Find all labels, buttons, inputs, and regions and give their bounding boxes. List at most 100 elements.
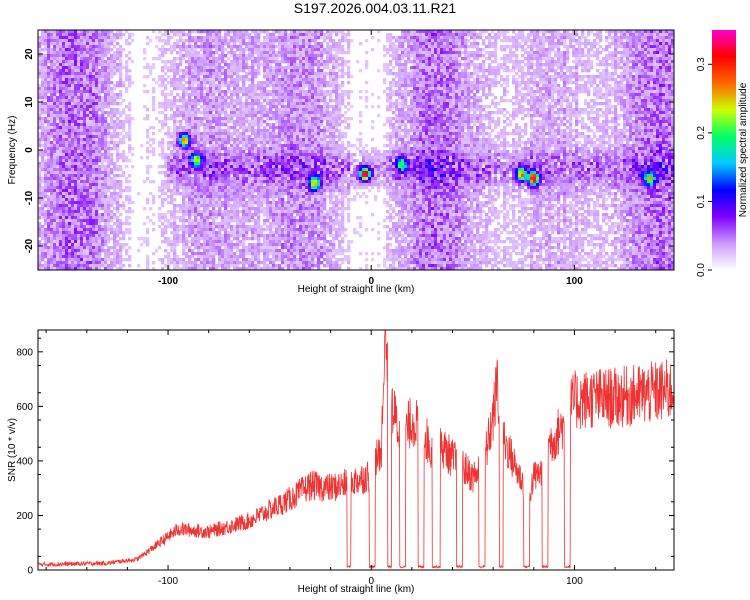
heatmap-cell bbox=[536, 30, 540, 34]
heatmap-cell bbox=[482, 30, 486, 34]
heatmap-cell bbox=[164, 48, 168, 52]
heatmap-cell bbox=[530, 66, 534, 70]
heatmap-cell bbox=[641, 114, 645, 118]
heatmap-cell bbox=[560, 102, 564, 106]
heatmap-cell bbox=[620, 39, 624, 43]
heatmap-cell bbox=[668, 111, 672, 115]
heatmap-cell bbox=[68, 63, 72, 67]
heatmap-cell bbox=[113, 87, 117, 91]
heatmap-cell bbox=[308, 96, 312, 100]
heatmap-cell bbox=[653, 102, 657, 106]
heatmap-cell bbox=[149, 66, 153, 70]
heatmap-cell bbox=[305, 114, 309, 118]
heatmap-cell bbox=[290, 60, 294, 64]
heatmap-cell bbox=[596, 90, 600, 94]
heatmap-cell bbox=[572, 90, 576, 94]
heatmap-cell bbox=[545, 54, 549, 58]
heatmap-cell bbox=[197, 75, 201, 79]
heatmap-cell bbox=[224, 105, 228, 109]
heatmap-cell bbox=[635, 117, 639, 121]
heatmap-cell bbox=[632, 69, 636, 73]
heatmap-cell bbox=[494, 111, 498, 115]
heatmap-cell bbox=[542, 54, 546, 58]
heatmap-cell bbox=[350, 75, 354, 79]
heatmap-cell bbox=[548, 42, 552, 46]
heatmap-cell bbox=[455, 84, 459, 88]
heatmap-cell bbox=[89, 111, 93, 115]
heatmap-cell bbox=[233, 111, 237, 115]
heatmap-cell bbox=[614, 117, 618, 121]
heatmap-cell bbox=[308, 45, 312, 49]
heatmap-cell bbox=[320, 111, 324, 115]
heatmap-cell bbox=[209, 87, 213, 91]
heatmap-cell bbox=[182, 99, 186, 103]
heatmap-cell bbox=[524, 108, 528, 112]
heatmap-cell bbox=[551, 60, 555, 64]
heatmap-cell bbox=[323, 108, 327, 112]
heatmap-cell bbox=[317, 45, 321, 49]
heatmap-cell bbox=[485, 78, 489, 82]
heatmap-cell bbox=[218, 60, 222, 64]
heatmap-cell bbox=[629, 72, 633, 76]
heatmap-cell bbox=[203, 57, 207, 61]
heatmap-cell bbox=[323, 99, 327, 103]
heatmap-cell bbox=[230, 117, 234, 121]
heatmap-cell bbox=[170, 84, 174, 88]
heatmap-cell bbox=[611, 117, 615, 121]
heatmap-cell bbox=[332, 54, 336, 58]
heatmap-cell bbox=[104, 78, 108, 82]
heatmap-cell bbox=[116, 111, 120, 115]
heatmap-cell bbox=[80, 102, 84, 106]
heatmap-cell bbox=[410, 93, 414, 97]
heatmap-cell bbox=[464, 63, 468, 67]
heatmap-cell bbox=[314, 84, 318, 88]
heatmap-cell bbox=[563, 75, 567, 79]
heatmap-cell bbox=[521, 78, 525, 82]
heatmap-cell bbox=[572, 60, 576, 64]
heatmap-cell bbox=[659, 75, 663, 79]
heatmap-cell bbox=[410, 36, 414, 40]
heatmap-cell bbox=[533, 30, 537, 34]
heatmap-cell bbox=[659, 93, 663, 97]
heatmap-cells bbox=[38, 30, 674, 270]
heatmap-cell bbox=[164, 51, 168, 55]
heatmap-cell bbox=[614, 66, 618, 70]
heatmap-cell bbox=[533, 45, 537, 49]
heatmap-cell bbox=[371, 93, 375, 97]
heatmap-cell bbox=[179, 84, 183, 88]
heatmap-cell bbox=[650, 39, 654, 43]
heatmap-cell bbox=[296, 54, 300, 58]
heatmap-cell bbox=[53, 84, 57, 88]
heatmap-cell bbox=[527, 81, 531, 85]
heatmap-cell bbox=[548, 78, 552, 82]
heatmap-cell bbox=[77, 54, 81, 58]
heatmap-cell bbox=[314, 102, 318, 106]
heatmap-cell bbox=[251, 96, 255, 100]
heatmap-cell bbox=[59, 111, 63, 115]
heatmap-cell bbox=[80, 66, 84, 70]
heatmap-cell bbox=[425, 81, 429, 85]
heatmap-cell bbox=[194, 72, 198, 76]
heatmap-cell bbox=[314, 54, 318, 58]
heatmap-cell bbox=[665, 30, 669, 34]
heatmap-cell bbox=[110, 102, 114, 106]
heatmap-cell bbox=[254, 69, 258, 73]
heatmap-cell bbox=[671, 87, 674, 91]
heatmap-cell bbox=[107, 69, 111, 73]
heatmap-cell bbox=[413, 87, 417, 91]
heatmap-cell bbox=[521, 81, 525, 85]
heatmap-cell bbox=[473, 39, 477, 43]
heatmap-cell bbox=[194, 114, 198, 118]
heatmap-cell bbox=[98, 57, 102, 61]
heatmap-cell bbox=[395, 45, 399, 49]
heatmap-cell bbox=[563, 72, 567, 76]
heatmap-cell bbox=[332, 117, 336, 121]
heatmap-cell bbox=[335, 66, 339, 70]
heatmap-cell bbox=[236, 33, 240, 37]
heatmap-cell bbox=[89, 36, 93, 40]
heatmap-cell bbox=[557, 114, 561, 118]
heatmap-cell bbox=[302, 66, 306, 70]
heatmap-cell bbox=[65, 96, 69, 100]
heatmap-cell bbox=[506, 45, 510, 49]
heatmap-cell bbox=[557, 30, 561, 34]
